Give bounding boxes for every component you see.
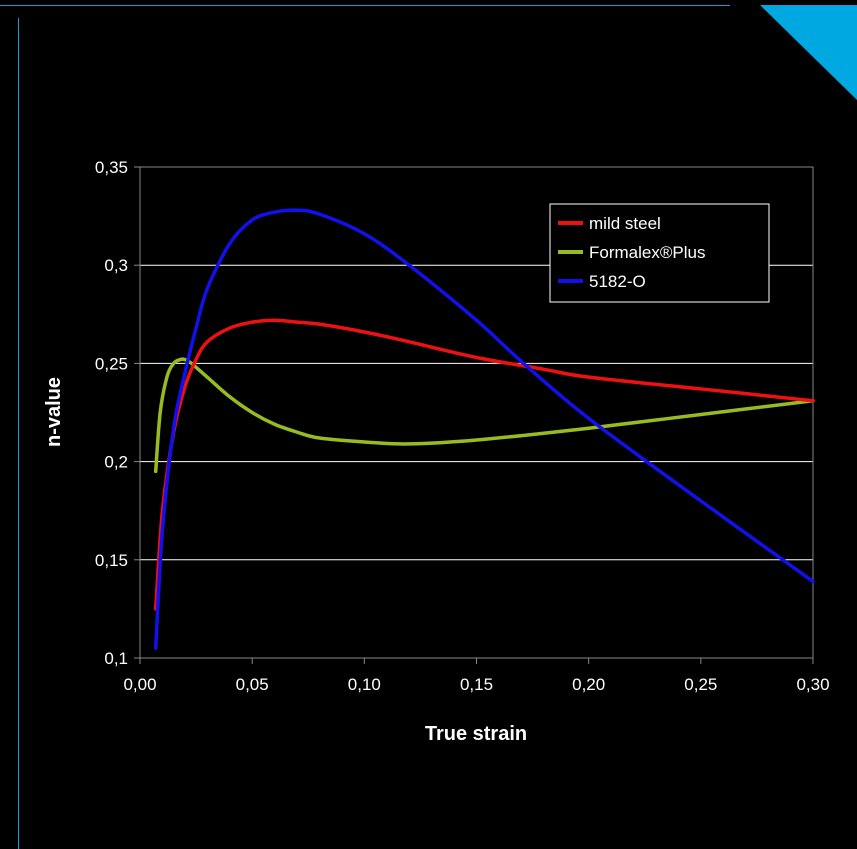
frame-line-top: [0, 5, 730, 6]
legend-label-5182-o: 5182-O: [589, 272, 646, 291]
series-line-formalex-plus: [153, 357, 815, 474]
legend-label-mild-steel: mild steel: [589, 214, 661, 233]
x-tick-label: 0,00: [123, 675, 156, 694]
x-tick-label: 0,30: [796, 675, 829, 694]
y-tick-label: 0,2: [104, 453, 128, 472]
corner-triangle: [760, 5, 857, 100]
y-tick-label: 0,25: [95, 354, 128, 373]
y-tick-label: 0,3: [104, 256, 128, 275]
legend: mild steel Formalex®Plus 5182-O: [549, 203, 770, 303]
series-line-mild-steel: [153, 318, 815, 611]
series-line-5182-o: [153, 208, 815, 650]
y-axis-title: n-value: [43, 377, 65, 447]
x-axis-title: True strain: [425, 723, 527, 745]
x-tick-label: 0,25: [684, 675, 717, 694]
x-tick-label: 0,15: [460, 675, 493, 694]
x-tick-label: 0,05: [236, 675, 269, 694]
legend-label-formalex-plus: Formalex®Plus: [589, 243, 705, 262]
y-tick-labels: 0,1 0,15 0,2 0,25 0,3 0,35: [95, 158, 140, 668]
y-tick-label: 0,1: [104, 649, 128, 668]
legend-box: [549, 203, 770, 303]
x-tick-labels: 0,00 0,05 0,10 0,15 0,20 0,25 0,30: [123, 658, 830, 694]
y-tick-label: 0,15: [95, 551, 128, 570]
x-tick-label: 0,20: [572, 675, 605, 694]
y-tick-label: 0,35: [95, 158, 128, 177]
x-tick-label: 0,10: [348, 675, 381, 694]
series-lines: [153, 208, 815, 650]
frame-line-left: [18, 18, 19, 849]
